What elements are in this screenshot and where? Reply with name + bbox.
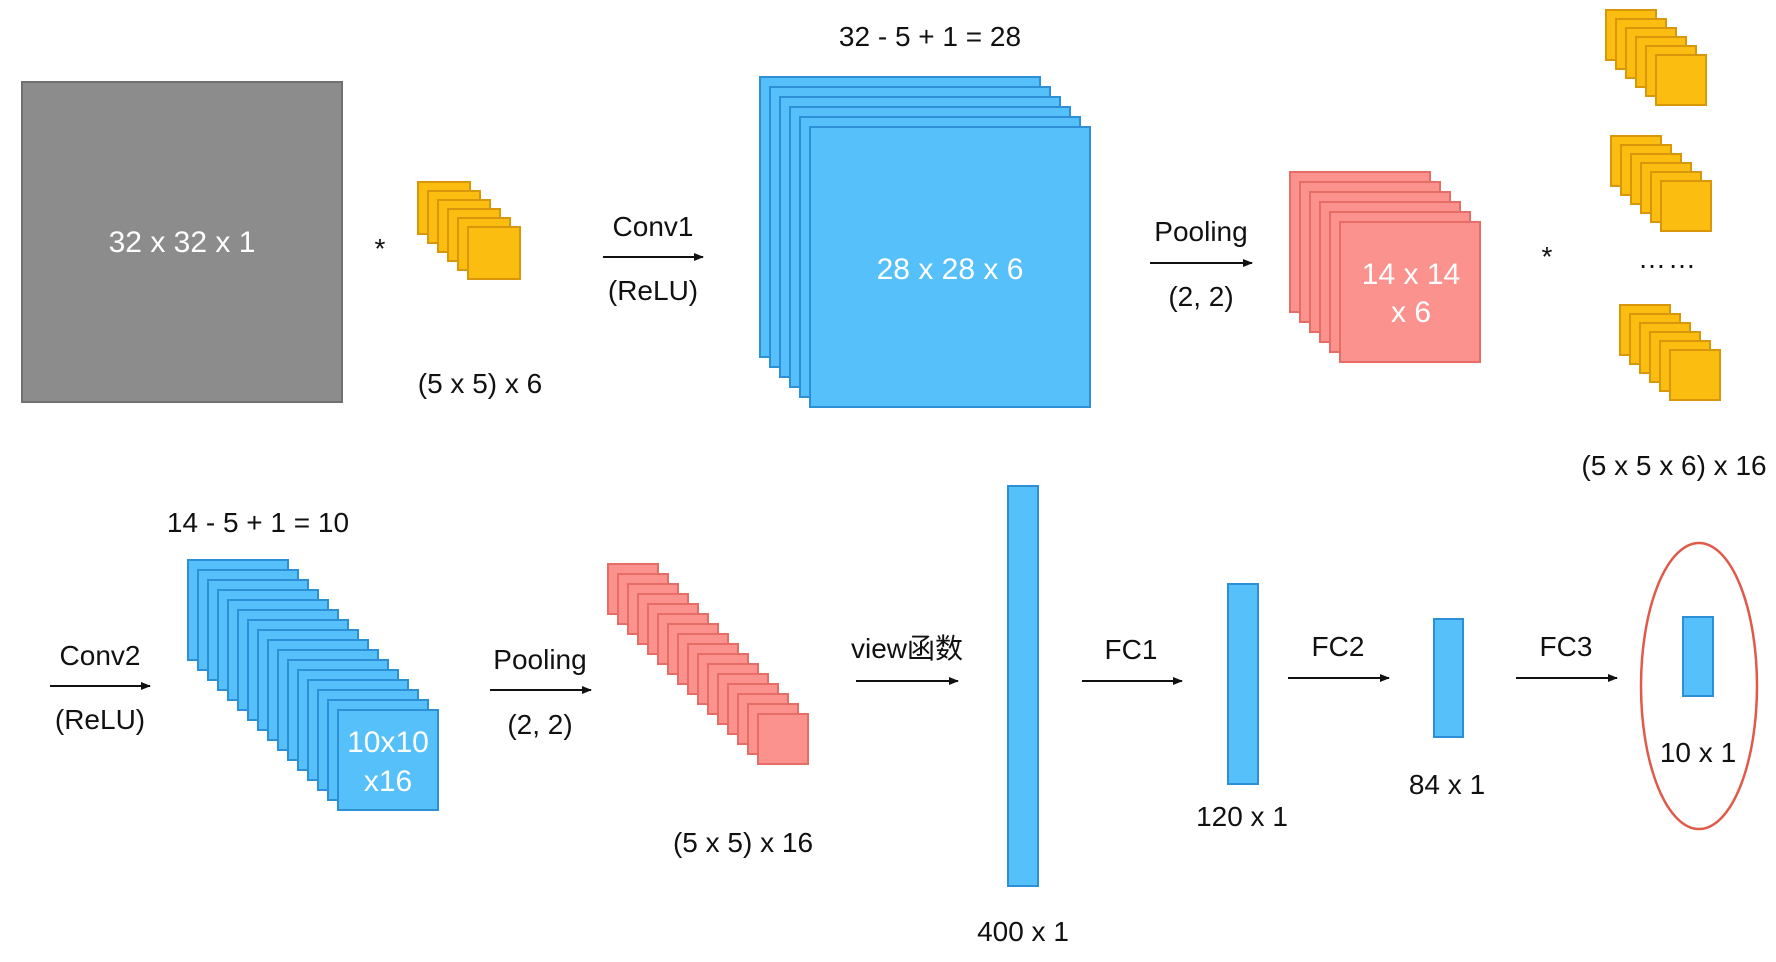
fc1-vector-caption: 120 x 1: [1196, 801, 1288, 832]
fc2-label: FC2: [1312, 631, 1365, 662]
output-highlight-ring: [1639, 541, 1759, 831]
fc3-label: FC3: [1540, 631, 1593, 662]
kernel-stack-conv1-caption: (5 x 5) x 6: [418, 368, 542, 399]
flattened-vector: [1007, 485, 1039, 887]
kernel-bank-caption: (5 x 5 x 6) x 16: [1581, 450, 1766, 481]
view-label: view函数: [851, 633, 963, 664]
kernel-stack-conv1: [417, 181, 521, 280]
conv2-operator-symbol: *: [1542, 241, 1553, 272]
flattened-vector-caption: 400 x 1: [977, 916, 1069, 947]
conv2-label: Conv2: [60, 640, 141, 671]
fc2-vector: [1433, 618, 1464, 738]
conv2-activation-label: (ReLU): [55, 704, 145, 735]
pooled-map-square-16: [757, 713, 809, 765]
kernel-bank-group-3: [1619, 304, 1721, 401]
pool1-size-label: (2, 2): [1168, 281, 1233, 312]
pooled-maps-2: [607, 563, 809, 765]
kernel-bank-group-2: [1610, 135, 1712, 232]
output-vector: [1682, 616, 1714, 697]
kernel-bank-square-6: [1669, 349, 1721, 401]
pooled-map-square-6: [1339, 221, 1481, 363]
feature-map-square-16: [337, 709, 439, 811]
feature-maps-conv2-label-line2: x16: [364, 765, 412, 798]
kernel-bank-ellipsis: ……: [1638, 243, 1698, 274]
feature-maps-conv1: [759, 76, 1091, 408]
conv1-formula: 32 - 5 + 1 = 28: [839, 21, 1021, 52]
fc1-label: FC1: [1105, 634, 1158, 665]
input-image: [21, 81, 343, 403]
feature-maps-conv1-label: 28 x 28 x 6: [877, 253, 1024, 286]
conv1-label: Conv1: [613, 211, 694, 242]
output-vector-caption: 10 x 1: [1660, 737, 1736, 768]
kernel-bank-group-1: [1605, 9, 1707, 106]
pooled-maps-1: [1289, 171, 1481, 363]
pooled-maps-2-caption: (5 x 5) x 16: [673, 827, 813, 858]
pool1-label: Pooling: [1154, 216, 1247, 247]
conv2-formula: 14 - 5 + 1 = 10: [167, 507, 349, 538]
kernel-bank-square-6: [1660, 180, 1712, 232]
feature-map-square-6: [809, 126, 1091, 408]
fc2-vector-caption: 84 x 1: [1409, 769, 1485, 800]
pooled-maps-1-label-line1: 14 x 14: [1362, 258, 1460, 291]
pooled-maps-1-label-line2: x 6: [1391, 296, 1431, 329]
fc1-vector: [1227, 583, 1259, 785]
feature-maps-conv2: [187, 559, 439, 811]
conv1-activation-label: (ReLU): [608, 275, 698, 306]
input-image-label: 32 x 32 x 1: [109, 226, 256, 259]
kernel-bank-square-6: [1655, 54, 1707, 106]
feature-maps-conv2-label-line1: 10x10: [347, 726, 429, 759]
conv-operator-symbol: *: [375, 233, 386, 264]
pool2-label: Pooling: [493, 644, 586, 675]
kernel-square-6: [467, 226, 521, 280]
pool2-size-label: (2, 2): [507, 709, 572, 740]
